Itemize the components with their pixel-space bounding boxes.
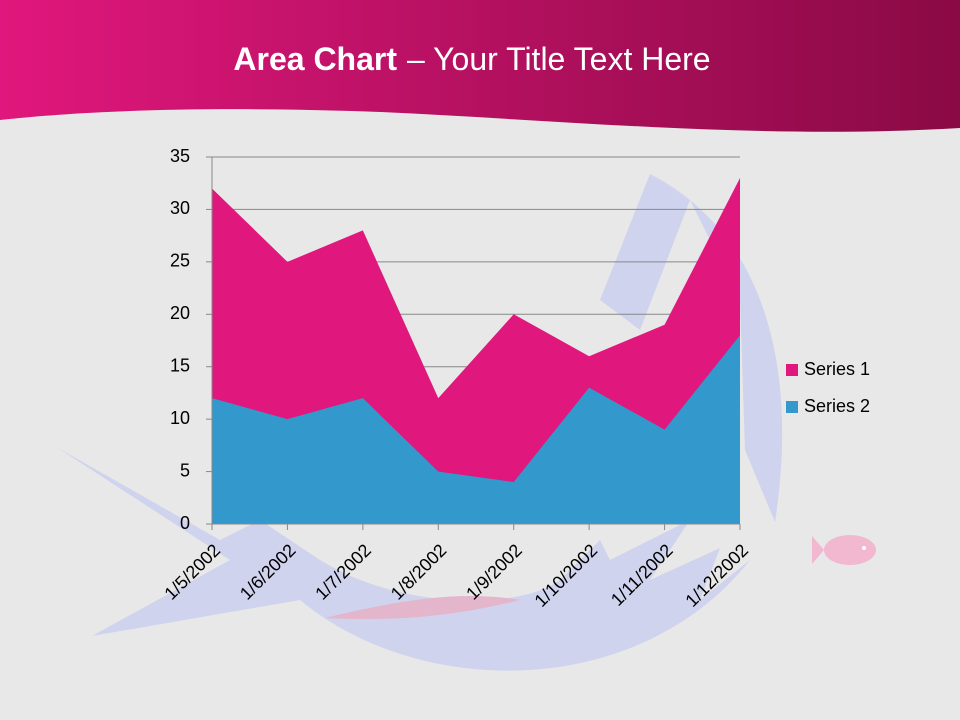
- header-band: [0, 0, 960, 132]
- legend-swatch: [786, 364, 798, 376]
- y-tick-label: 35: [170, 146, 190, 166]
- y-tick-label: 10: [170, 408, 190, 428]
- y-tick-label: 25: [170, 251, 190, 271]
- small-fish: [812, 535, 876, 565]
- legend-label: Series 2: [804, 396, 870, 416]
- fish-decoration: [58, 174, 783, 671]
- y-tick-label: 15: [170, 355, 190, 375]
- y-tick-label: 5: [180, 460, 190, 480]
- title-bold: Area Chart: [233, 41, 397, 77]
- y-tick-label: 30: [170, 198, 190, 218]
- y-tick-label: 0: [180, 513, 190, 533]
- title-rest: – Your Title Text Here: [407, 41, 711, 77]
- slide-title: Area Chart – Your Title Text Here: [233, 41, 710, 77]
- y-tick-label: 20: [170, 303, 190, 323]
- legend-label: Series 1: [804, 359, 870, 379]
- fish-decoration: [325, 596, 520, 620]
- area: [212, 335, 740, 524]
- legend-swatch: [786, 401, 798, 413]
